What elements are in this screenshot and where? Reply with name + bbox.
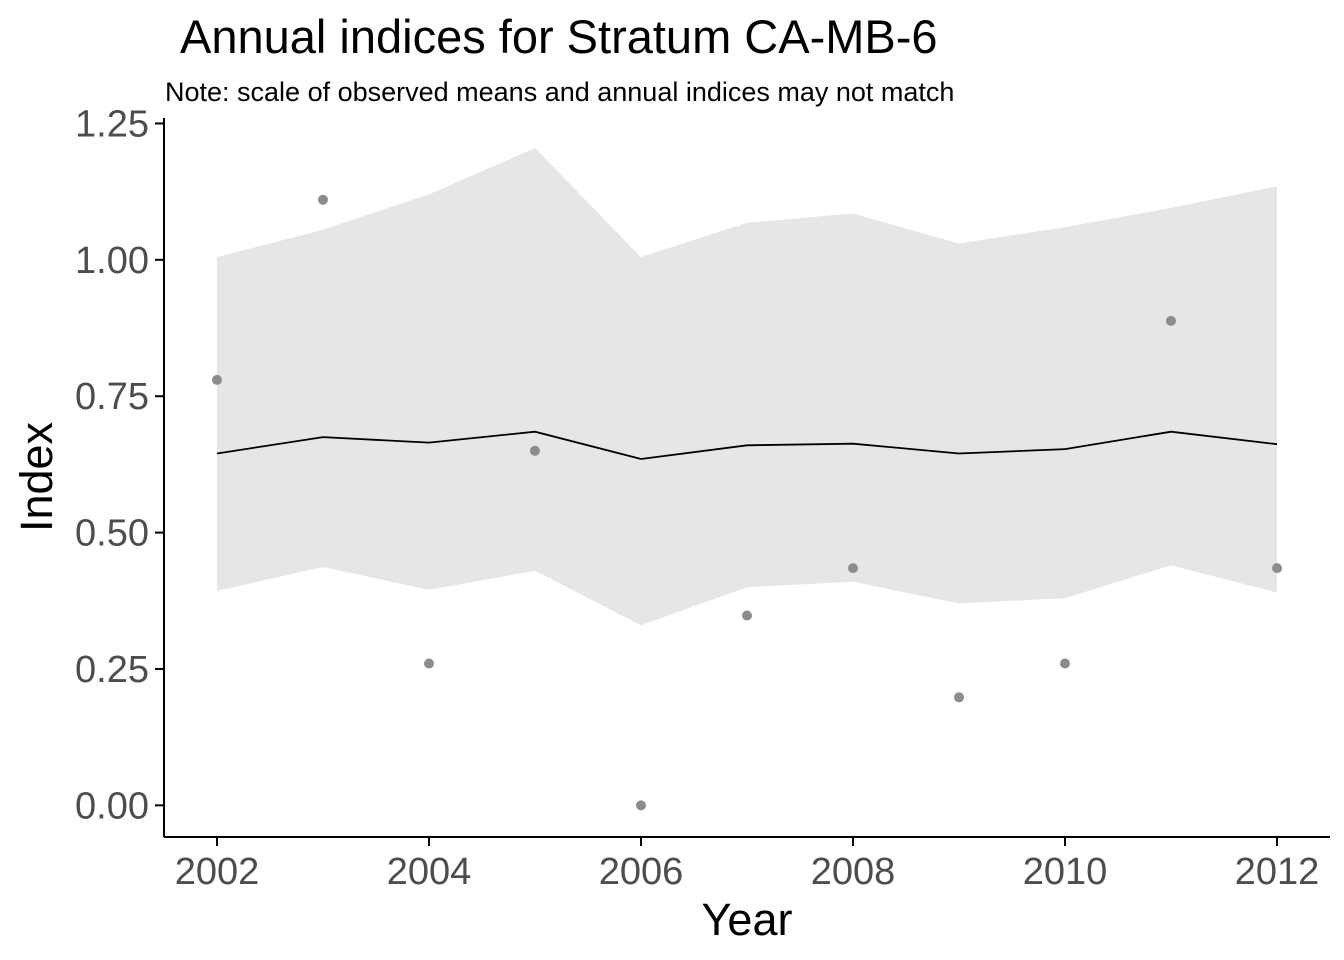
chart-title: Annual indices for Stratum CA-MB-6 bbox=[180, 10, 938, 63]
x-axis-title: Year bbox=[702, 894, 793, 945]
y-tick-label: 0.75 bbox=[75, 376, 149, 418]
index-trend-line bbox=[216, 430, 1278, 460]
y-tick-label: 0.50 bbox=[75, 513, 149, 555]
axes: 0.000.250.500.751.001.25 2002 2004 2006 200… bbox=[75, 103, 1330, 893]
observed-means-points bbox=[212, 194, 1282, 811]
chart-subtitle: Note: scale of observed means and annual… bbox=[165, 77, 954, 107]
x-tick-label: 2012 bbox=[1235, 851, 1320, 893]
x-tick-label: 2004 bbox=[387, 851, 472, 893]
observed-mean-point-2009 bbox=[954, 692, 964, 703]
observed-mean-point-2008 bbox=[848, 563, 858, 574]
observed-mean-point-2010 bbox=[1060, 658, 1070, 669]
y-axis-title: Index bbox=[11, 421, 62, 532]
observed-mean-point-2004 bbox=[424, 658, 434, 669]
confidence-ribbon bbox=[217, 148, 1277, 626]
y-tick-label: 0.00 bbox=[75, 785, 149, 827]
x-tick-label: 2002 bbox=[175, 851, 260, 893]
observed-mean-point-2005 bbox=[530, 445, 540, 456]
observed-mean-point-2003 bbox=[318, 194, 328, 205]
y-tick-label: 0.25 bbox=[75, 649, 149, 691]
y-axis-ticks: 0.00 0.25 0.50 0.75 1.00 1.25 bbox=[75, 103, 164, 827]
plot-area bbox=[212, 148, 1282, 811]
x-tick-label: 2010 bbox=[1023, 851, 1108, 893]
x-axis-ticks: 2002 2004 2006 2008 2010 2012 bbox=[175, 837, 1320, 893]
x-tick-label: 2006 bbox=[599, 851, 684, 893]
observed-mean-point-2011 bbox=[1166, 315, 1176, 326]
observed-mean-point-2002 bbox=[212, 374, 222, 385]
observed-mean-point-2007 bbox=[742, 610, 752, 621]
y-tick-label: 1.25 bbox=[75, 103, 149, 145]
x-tick-label: 2008 bbox=[811, 851, 896, 893]
y-tick-label: 1.00 bbox=[75, 240, 149, 282]
observed-mean-point-2006 bbox=[636, 800, 646, 811]
observed-mean-point-2012 bbox=[1272, 563, 1282, 574]
